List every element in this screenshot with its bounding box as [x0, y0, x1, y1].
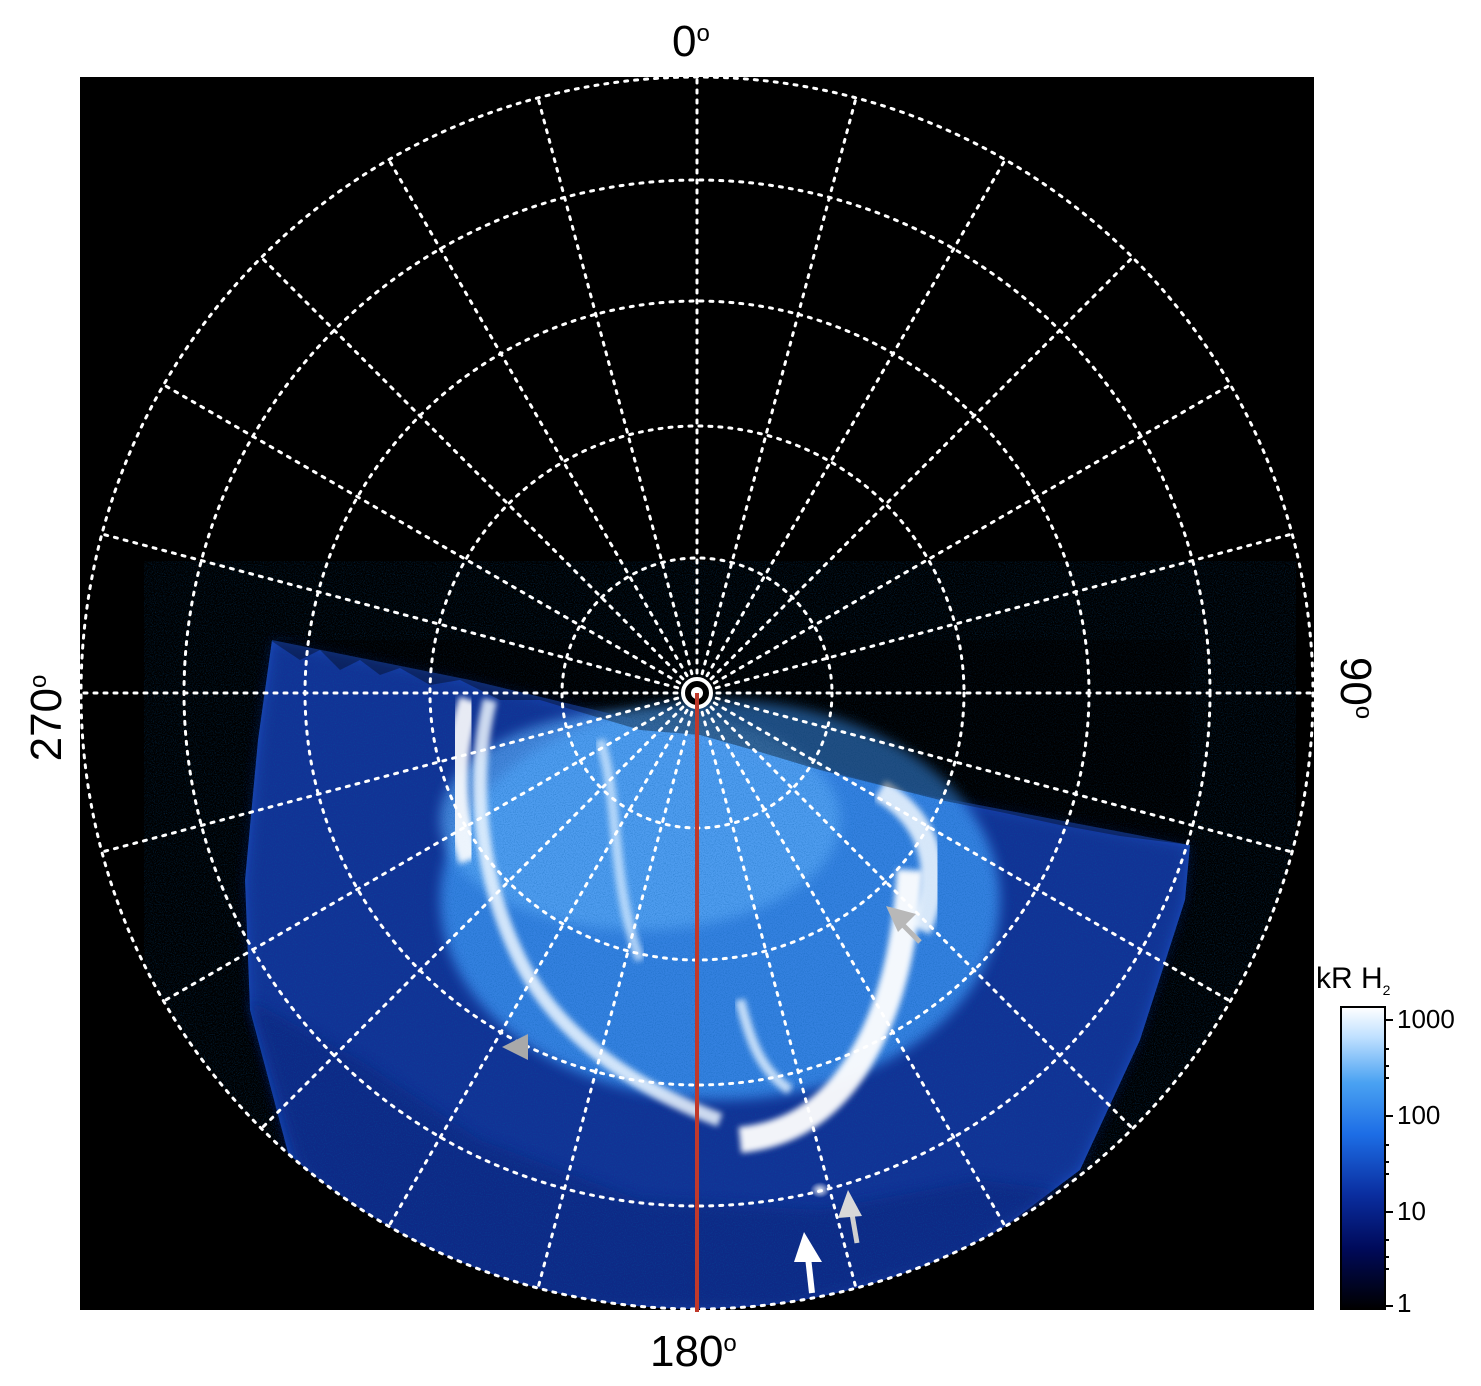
colorbar-tick-10: 10 [1397, 1196, 1426, 1226]
label-270-deg: 270o [22, 674, 71, 762]
white-arrow-lower [794, 1232, 822, 1294]
label-90-deg: 90o [1331, 656, 1380, 720]
colorbar-tick-100: 100 [1397, 1100, 1441, 1130]
label-180-deg: 180o [650, 1327, 737, 1376]
colorbar-tick-1000: 1000 [1397, 1004, 1455, 1034]
colorbar-tick-1: 1 [1397, 1288, 1412, 1318]
colorbar-title: kR H2 [1316, 962, 1391, 998]
colorbar [1340, 1006, 1393, 1310]
meridian-lines [80, 77, 1314, 1290]
label-0-deg: 0o [672, 17, 710, 66]
gray-triangle-left [502, 1034, 528, 1060]
gray-arrow-upper-right [886, 906, 922, 944]
gray-arrow-lower [838, 1190, 862, 1244]
